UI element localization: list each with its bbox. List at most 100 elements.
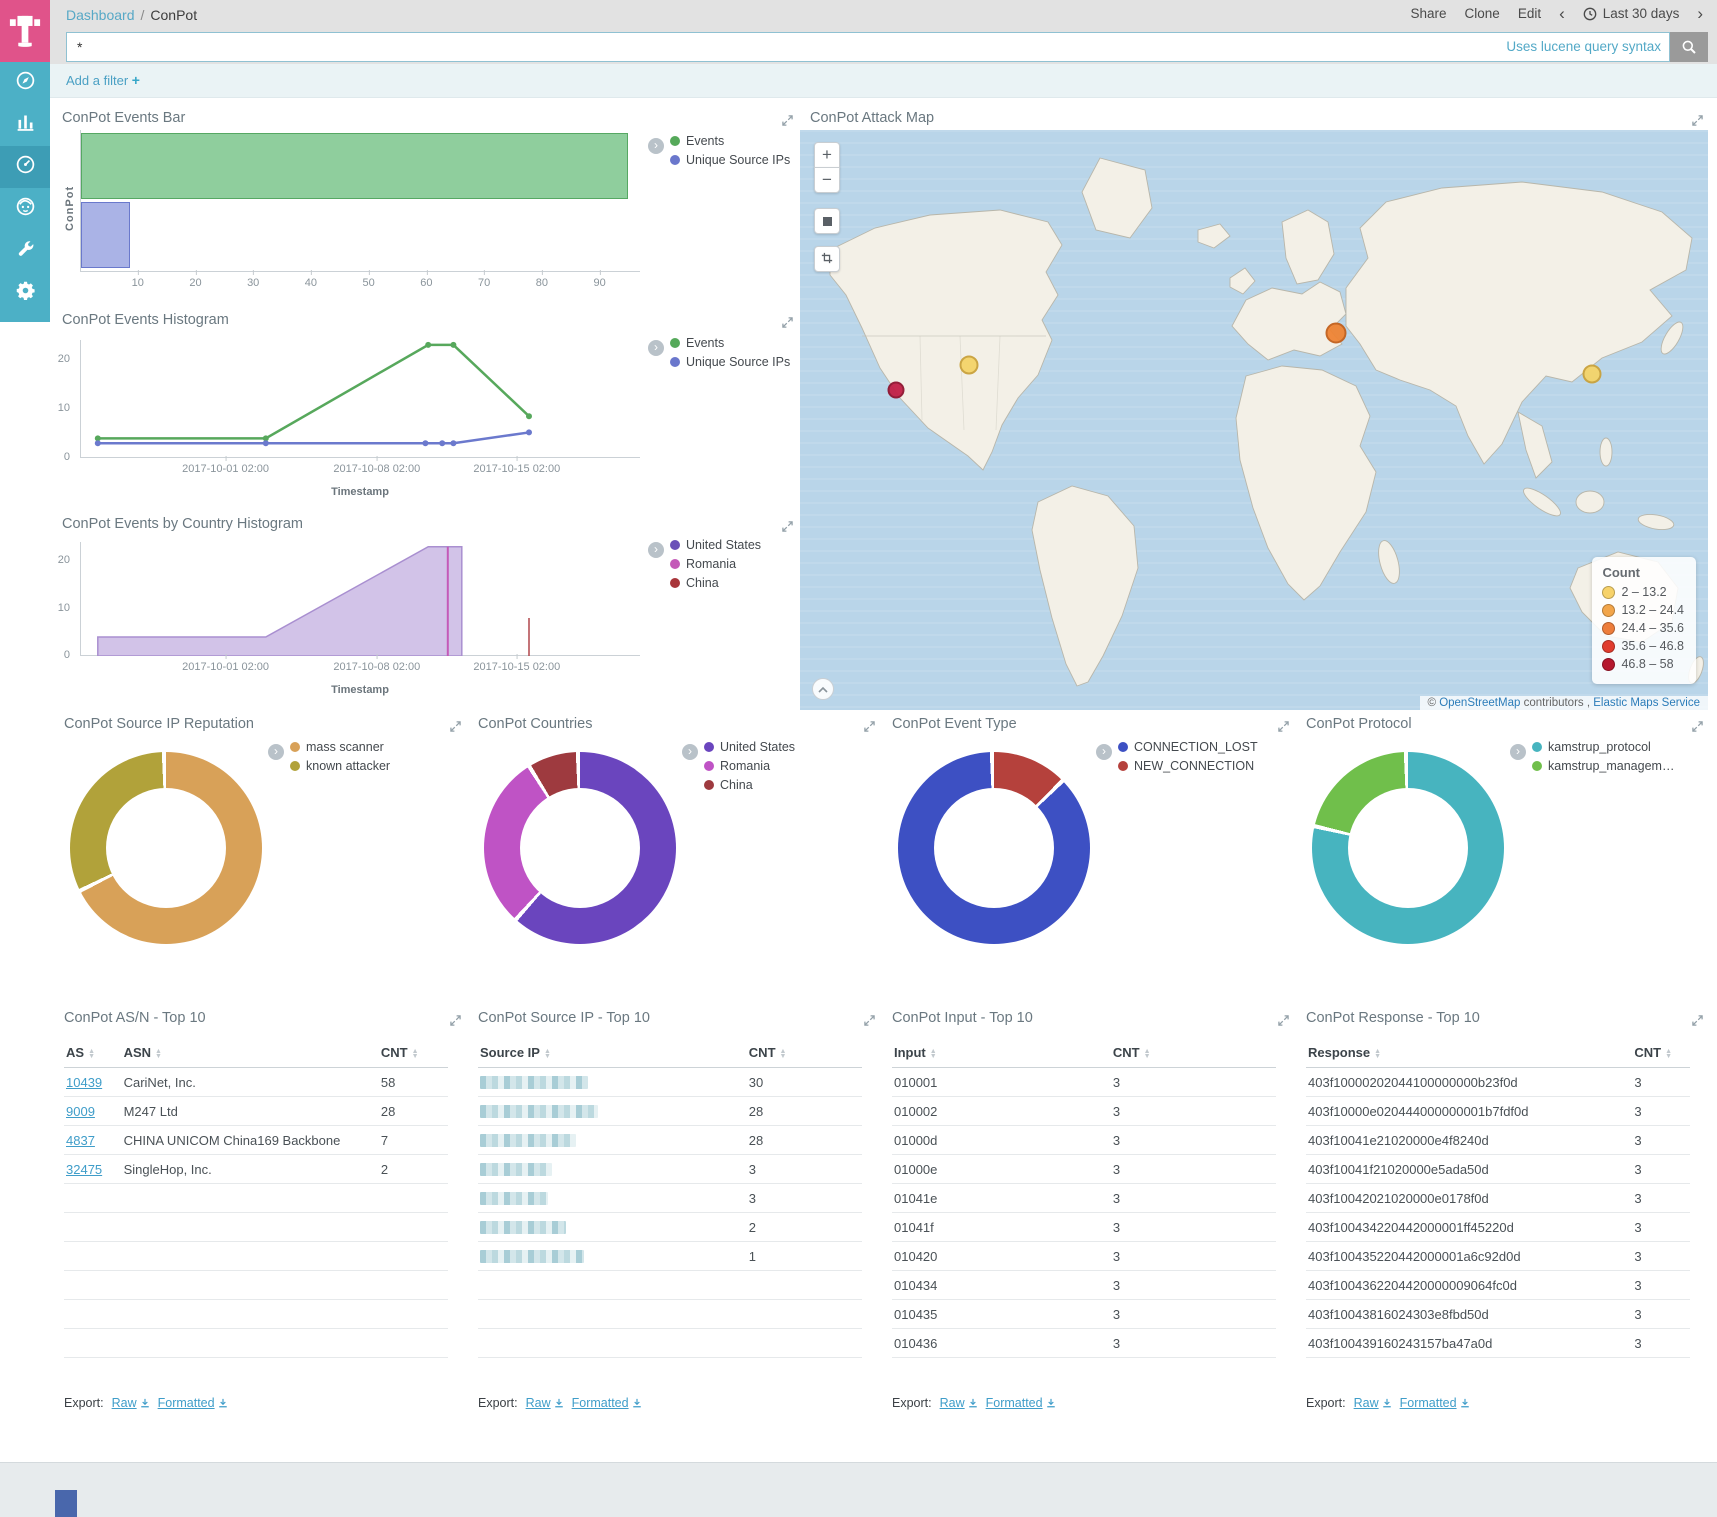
map-marker-california[interactable] <box>887 381 905 399</box>
expand-icon[interactable] <box>782 315 794 328</box>
legend-item[interactable]: Events <box>670 134 790 148</box>
legend-dot-icon <box>1532 742 1542 752</box>
legend-item[interactable]: mass scanner <box>290 740 390 754</box>
legend-toggle-icon[interactable]: › <box>648 542 664 558</box>
zoom-in-button[interactable]: + <box>814 142 840 168</box>
clone-button[interactable]: Clone <box>1464 6 1500 21</box>
fit-extent-button[interactable] <box>814 208 840 234</box>
column-header-source-ip[interactable]: Source IP ▲ ▼ <box>478 1040 747 1068</box>
time-picker[interactable]: Last 30 days <box>1583 6 1679 21</box>
expand-icon[interactable] <box>864 719 876 732</box>
expand-icon[interactable] <box>1692 113 1704 126</box>
bar-unique-source-ips[interactable] <box>81 202 130 268</box>
export-raw-link[interactable]: Raw <box>111 1396 137 1410</box>
as-number-link[interactable]: 32475 <box>66 1161 103 1177</box>
as-number-link[interactable]: 4837 <box>66 1132 95 1148</box>
expand-icon[interactable] <box>782 519 794 532</box>
sidebar-item-discover[interactable] <box>0 62 50 104</box>
country-histogram-plot[interactable] <box>80 542 640 657</box>
search-button[interactable] <box>1670 32 1708 62</box>
expand-icon[interactable] <box>450 1013 462 1026</box>
as-number-link[interactable]: 10439 <box>66 1074 103 1090</box>
events-bar-plot[interactable] <box>80 130 640 272</box>
panel-title-donut-2: ConPot Event Type <box>892 716 1017 732</box>
map-collapse-button[interactable] <box>812 678 834 700</box>
sidebar-item-visualize[interactable] <box>0 104 50 146</box>
export-raw-link[interactable]: Raw <box>525 1396 551 1410</box>
map-marker-east-china[interactable] <box>1582 364 1602 384</box>
breadcrumb-dashboard-link[interactable]: Dashboard <box>66 7 135 23</box>
tmobile-logo[interactable] <box>0 0 50 62</box>
legend-item[interactable]: Unique Source IPs <box>670 355 790 369</box>
legend-item[interactable]: United States <box>704 740 795 754</box>
column-header-cnt[interactable]: CNT ▲ ▼ <box>1110 1040 1276 1068</box>
export-formatted-link[interactable]: Formatted <box>1399 1396 1457 1410</box>
column-header-asn[interactable]: ASN ▲ ▼ <box>121 1040 379 1068</box>
sidebar-item-dev-tools[interactable] <box>0 230 50 272</box>
draw-filter-button[interactable] <box>814 246 840 272</box>
expand-icon[interactable] <box>450 719 462 732</box>
legend-item[interactable]: kamstrup_managem… <box>1532 759 1674 773</box>
x-axis-label: Timestamp <box>331 486 389 498</box>
legend-item[interactable]: NEW_CONNECTION <box>1118 759 1258 773</box>
legend-item[interactable]: known attacker <box>290 759 390 773</box>
export-formatted-link[interactable]: Formatted <box>985 1396 1043 1410</box>
zoom-out-button[interactable]: − <box>814 167 840 193</box>
column-header-input[interactable]: Input ▲ ▼ <box>892 1040 1111 1068</box>
share-button[interactable]: Share <box>1410 6 1447 21</box>
edit-button[interactable]: Edit <box>1517 6 1542 21</box>
map-marker-central-us[interactable] <box>959 355 979 375</box>
time-forward-button[interactable]: › <box>1697 3 1703 23</box>
legend-item[interactable]: CONNECTION_LOST <box>1118 740 1258 754</box>
legend-item[interactable]: kamstrup_protocol <box>1532 740 1674 754</box>
donut-chart-reputation_donut[interactable] <box>70 752 262 944</box>
elastic-maps-link[interactable]: Elastic Maps Service <box>1593 697 1700 709</box>
download-icon <box>965 1396 978 1410</box>
sidebar-item-dashboard[interactable] <box>0 146 50 188</box>
legend-item[interactable]: Events <box>670 336 790 350</box>
legend-item[interactable]: China <box>704 778 795 792</box>
legend-toggle-icon[interactable]: › <box>1096 744 1112 760</box>
legend-item[interactable]: China <box>670 576 761 590</box>
legend-toggle-icon[interactable]: › <box>268 744 284 760</box>
column-header-cnt[interactable]: CNT ▲ ▼ <box>378 1040 448 1068</box>
column-header-cnt[interactable]: CNT ▲ ▼ <box>746 1040 862 1068</box>
legend-toggle-icon[interactable]: › <box>682 744 698 760</box>
legend-item[interactable]: United States <box>670 538 761 552</box>
export-raw-link[interactable]: Raw <box>939 1396 965 1410</box>
legend-toggle-icon[interactable]: › <box>648 340 664 356</box>
time-back-button[interactable]: ‹ <box>1559 3 1565 23</box>
bar-events[interactable] <box>81 133 629 199</box>
expand-icon[interactable] <box>1692 719 1704 732</box>
search-input[interactable] <box>66 32 1670 62</box>
bottom-panel-chip[interactable] <box>55 1490 77 1517</box>
export-formatted-link[interactable]: Formatted <box>571 1396 629 1410</box>
export-formatted-link[interactable]: Formatted <box>157 1396 215 1410</box>
openstreetmap-link[interactable]: OpenStreetMap <box>1439 697 1521 709</box>
sidebar-item-management[interactable] <box>0 272 50 314</box>
attack-map[interactable]: + − Count 2 – 13.2 13.2 – 24.4 24.4 – 35.6… <box>800 130 1708 710</box>
add-filter-button[interactable]: Add a filter + <box>66 72 140 88</box>
legend-item[interactable]: Romania <box>670 557 761 571</box>
sidebar-item-timelion[interactable] <box>0 188 50 230</box>
donut-chart-event_type_donut[interactable] <box>898 752 1090 944</box>
legend-toggle-icon[interactable]: › <box>648 138 664 154</box>
map-marker-romania[interactable] <box>1325 322 1347 344</box>
events-histogram-plot[interactable] <box>80 340 640 458</box>
expand-icon[interactable] <box>782 113 794 126</box>
column-header-response[interactable]: Response ▲ ▼ <box>1306 1040 1633 1068</box>
legend-item[interactable]: Romania <box>704 759 795 773</box>
column-header-as[interactable]: AS ▲ ▼ <box>64 1040 122 1068</box>
legend-toggle-icon[interactable]: › <box>1510 744 1526 760</box>
expand-icon[interactable] <box>1278 1013 1290 1026</box>
donut-chart-countries_donut[interactable] <box>484 752 676 944</box>
export-raw-link[interactable]: Raw <box>1353 1396 1379 1410</box>
column-header-cnt[interactable]: CNT ▲ ▼ <box>1632 1040 1690 1068</box>
expand-icon[interactable] <box>864 1013 876 1026</box>
expand-icon[interactable] <box>1278 719 1290 732</box>
lucene-syntax-link[interactable]: Uses lucene query syntax <box>1506 39 1661 54</box>
as-number-link[interactable]: 9009 <box>66 1103 95 1119</box>
expand-icon[interactable] <box>1692 1013 1704 1026</box>
donut-chart-protocol_donut[interactable] <box>1312 752 1504 944</box>
legend-item[interactable]: Unique Source IPs <box>670 153 790 167</box>
